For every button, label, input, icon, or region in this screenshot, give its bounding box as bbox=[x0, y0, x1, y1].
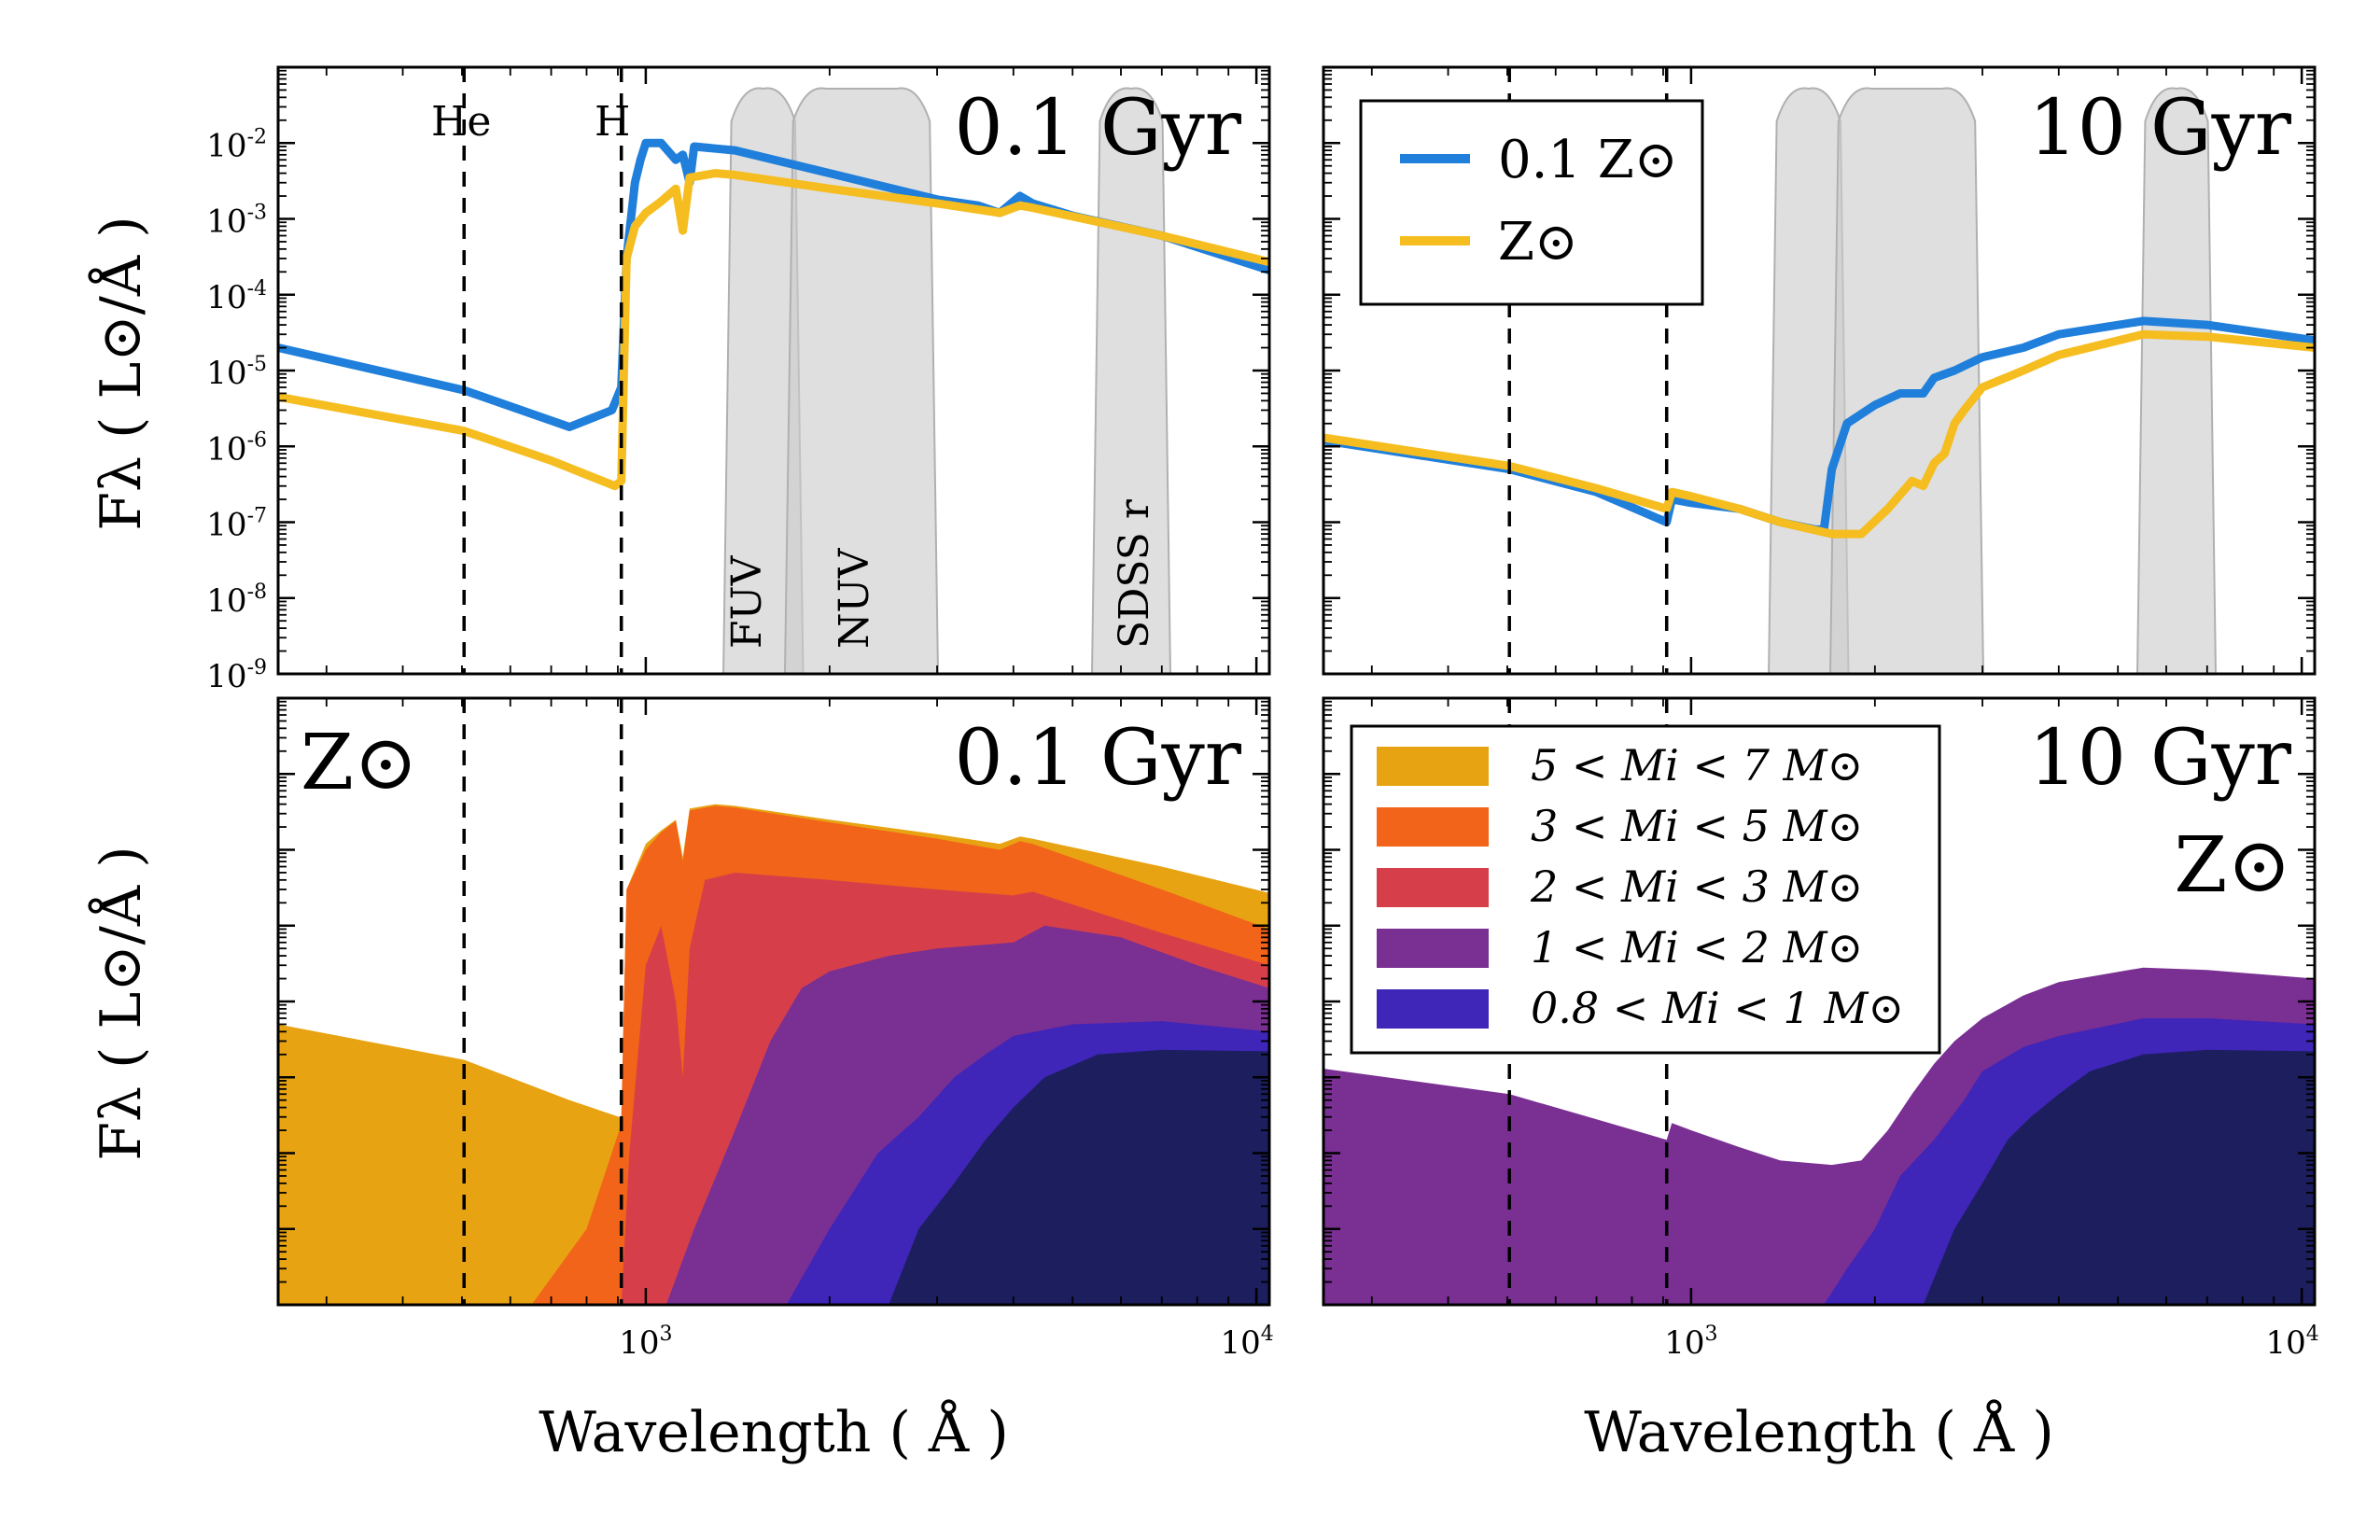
filter-band-fuv bbox=[722, 87, 805, 675]
legend-label-mass-1-2: 1 < Mi < 2 M⊙ bbox=[1531, 922, 1863, 973]
x-tick-label: 104 bbox=[1221, 1323, 1274, 1362]
ionization-edges bbox=[1507, 698, 1669, 1305]
legend-swatch-mass-08-1 bbox=[1377, 989, 1489, 1029]
series-line-solar-metallicity bbox=[1323, 329, 2315, 539]
y-tick-label: 10-5 bbox=[206, 353, 267, 392]
x-tick-label: 103 bbox=[619, 1323, 672, 1362]
edge-label-h: H bbox=[595, 98, 630, 146]
panel-top-left: 10-9 10-8 10-7 10-6 10-5 10-4 10-3 10-2 bbox=[206, 65, 1269, 695]
legend-mass-bins: 5 < Mi < 7 M⊙ 3 < Mi < 5 M⊙ 2 < Mi < 3 M… bbox=[1350, 724, 1941, 1055]
age-label-top-left: 0.1 Gyr bbox=[955, 84, 1242, 173]
filter-band-sdss-r bbox=[2135, 87, 2217, 675]
panel-bottom-left: 103 104 bbox=[278, 696, 1274, 1362]
filter-bands bbox=[722, 87, 1171, 675]
frame-top-right bbox=[1322, 65, 2317, 676]
x-axis-label-right: Wavelength ( Å ) bbox=[1584, 1399, 2054, 1465]
filter-band-nuv bbox=[783, 87, 940, 675]
y-tick-label: 10-7 bbox=[206, 505, 267, 544]
x-axis-label-left: Wavelength ( Å ) bbox=[539, 1399, 1009, 1465]
x-tick-label: 103 bbox=[1664, 1323, 1717, 1362]
y-axis-label-bottom: Fλ ( L⊙/Å ) bbox=[88, 846, 154, 1160]
age-label-top-right: 10 Gyr bbox=[2029, 84, 2292, 173]
band-label-fuv: FUV bbox=[723, 554, 771, 649]
legend-swatch-mass-1-2 bbox=[1377, 929, 1489, 968]
y-tick-label: 10-4 bbox=[206, 277, 267, 316]
legend-metallicity: 0.1 Z⊙ Z⊙ bbox=[1359, 99, 1704, 306]
plot-area bbox=[1323, 316, 2315, 539]
y-tick-label: 10-8 bbox=[206, 581, 267, 620]
frame-bottom-left bbox=[276, 696, 1271, 1307]
metal-label-bottom-left: Z⊙ bbox=[301, 719, 418, 807]
frame-top-left bbox=[276, 65, 1271, 676]
legend-label-mass-08-1: 0.8 < Mi < 1 M⊙ bbox=[1531, 983, 1904, 1033]
y-axis-label-top: Fλ ( L⊙/Å ) bbox=[88, 216, 154, 530]
legend-label-low-z: 0.1 Z⊙ bbox=[1498, 130, 1678, 190]
age-label-bottom-left: 0.1 Gyr bbox=[955, 714, 1242, 803]
legend-label-mass-2-3: 2 < Mi < 3 M⊙ bbox=[1530, 861, 1863, 912]
y-tick-label: 10-2 bbox=[206, 125, 267, 164]
legend-box bbox=[1359, 99, 1704, 306]
legend-label-mass-3-5: 3 < Mi < 5 M⊙ bbox=[1531, 801, 1863, 851]
legend-swatch-mass-3-5 bbox=[1377, 807, 1489, 847]
metal-label-bottom-right: Z⊙ bbox=[2174, 821, 2291, 910]
series-line-solar-metallicity bbox=[278, 169, 1269, 491]
frame-bottom-right bbox=[1322, 696, 2317, 1307]
plot-area bbox=[278, 804, 1269, 1305]
plot-area bbox=[1323, 967, 2315, 1305]
ionization-edges bbox=[462, 67, 623, 674]
y-tick-label: 10-9 bbox=[206, 656, 267, 695]
area-mass-bin-6 bbox=[889, 1049, 1269, 1305]
legend-swatch-mass-5-7 bbox=[1377, 747, 1489, 786]
ionization-edges bbox=[462, 698, 623, 1305]
legend-label-solar-z: Z⊙ bbox=[1498, 212, 1578, 273]
y-tick-label: 10-3 bbox=[206, 202, 267, 241]
y-tick-label: 10-6 bbox=[206, 428, 267, 468]
filter-band-nuv bbox=[1828, 87, 1985, 675]
band-label-nuv: NUV bbox=[831, 547, 878, 649]
legend-swatch-mass-2-3 bbox=[1377, 868, 1489, 907]
area-mass-bin-3 bbox=[1923, 1049, 2315, 1305]
ionization-edges bbox=[1507, 67, 1669, 674]
age-label-bottom-right: 10 Gyr bbox=[2029, 714, 2292, 803]
legend-label-mass-5-7: 5 < Mi < 7 M⊙ bbox=[1531, 740, 1863, 791]
x-tick-label: 104 bbox=[2266, 1323, 2319, 1362]
edge-label-he: He bbox=[431, 98, 491, 146]
band-label-sdss-r: SDSS r bbox=[1111, 498, 1158, 649]
panel-bottom-right: 103 104 bbox=[1323, 696, 2319, 1362]
